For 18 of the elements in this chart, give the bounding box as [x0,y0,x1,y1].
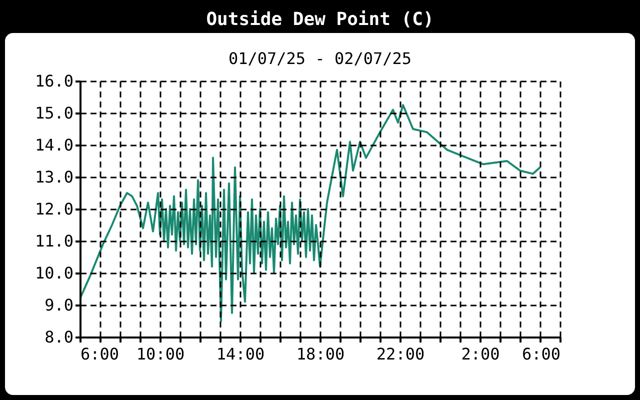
y-tick-label: 9.0 [44,296,74,314]
x-tick-label: 6:00 [80,344,120,364]
chart-title: Outside Dew Point (C) [206,9,434,30]
y-tick-label: 15.0 [34,104,74,122]
chart-subtitle: 01/07/25 - 02/07/25 [228,49,412,68]
x-tick-label: 22:00 [376,344,425,364]
x-tick-label: 6:00 [522,344,560,364]
x-tick-label: 18:00 [296,344,345,364]
y-tick-label: 13.0 [34,168,74,186]
y-tick-label: 12.0 [34,200,74,218]
y-tick-label: 11.0 [34,232,74,250]
x-tick-label: 14:00 [216,344,265,364]
x-tick-label: 2:00 [461,344,500,364]
x-tick-label: 10:00 [136,344,185,364]
y-tick-label: 16.0 [34,72,74,90]
y-tick-label: 10.0 [34,264,74,282]
y-tick-label: 14.0 [34,136,74,154]
y-tick-label: 8.0 [44,328,74,346]
